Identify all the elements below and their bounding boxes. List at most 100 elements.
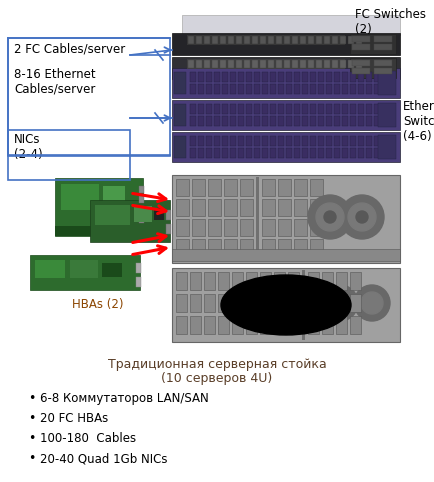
Bar: [172, 175, 400, 263]
Bar: [214, 84, 220, 94]
Bar: [208, 239, 221, 256]
Text: 8-16 Ethernet
Cables/server: 8-16 Ethernet Cables/server: [14, 68, 95, 96]
Bar: [218, 316, 229, 334]
Bar: [236, 36, 242, 44]
Bar: [222, 72, 228, 82]
Bar: [366, 104, 372, 114]
Text: •: •: [28, 452, 36, 465]
Bar: [366, 148, 372, 158]
Bar: [222, 148, 228, 158]
Bar: [30, 255, 140, 290]
Bar: [278, 179, 291, 196]
Bar: [278, 84, 284, 94]
Circle shape: [348, 203, 376, 231]
Bar: [274, 294, 285, 312]
Bar: [206, 72, 212, 82]
Bar: [136, 263, 141, 273]
Bar: [254, 116, 260, 126]
Bar: [262, 136, 268, 146]
Bar: [350, 58, 396, 78]
Bar: [326, 116, 332, 126]
Bar: [262, 199, 275, 216]
Bar: [322, 294, 333, 312]
Bar: [352, 44, 370, 50]
Bar: [176, 179, 189, 196]
Bar: [286, 116, 292, 126]
Bar: [254, 72, 260, 82]
Bar: [246, 72, 252, 82]
Bar: [334, 104, 340, 114]
Bar: [8, 38, 170, 156]
Bar: [326, 104, 332, 114]
Bar: [366, 116, 372, 126]
Bar: [326, 148, 332, 158]
Bar: [260, 36, 266, 44]
Bar: [262, 72, 268, 82]
Circle shape: [329, 292, 351, 314]
Bar: [286, 72, 292, 82]
Bar: [262, 219, 275, 236]
Bar: [103, 208, 125, 220]
Bar: [70, 260, 98, 278]
Bar: [350, 104, 356, 114]
Circle shape: [322, 285, 358, 321]
Bar: [308, 60, 314, 68]
Bar: [103, 186, 125, 206]
Bar: [270, 84, 276, 94]
Bar: [334, 84, 340, 94]
Text: •: •: [28, 392, 36, 405]
Bar: [336, 316, 347, 334]
Bar: [308, 36, 314, 44]
Bar: [176, 199, 189, 216]
Bar: [350, 34, 396, 54]
Bar: [318, 72, 324, 82]
Bar: [238, 148, 244, 158]
Bar: [310, 136, 316, 146]
Bar: [378, 103, 396, 127]
Bar: [190, 116, 196, 126]
Circle shape: [361, 292, 383, 314]
Bar: [61, 184, 99, 210]
Bar: [342, 116, 348, 126]
Bar: [232, 272, 243, 290]
Bar: [300, 60, 306, 68]
Bar: [308, 294, 319, 312]
Bar: [212, 60, 218, 68]
Bar: [176, 316, 187, 334]
Bar: [240, 199, 253, 216]
Bar: [222, 104, 228, 114]
Bar: [340, 36, 346, 44]
Bar: [334, 148, 340, 158]
Bar: [318, 148, 324, 158]
Bar: [342, 84, 348, 94]
Bar: [286, 148, 292, 158]
Bar: [254, 136, 260, 146]
Bar: [252, 36, 258, 44]
Bar: [374, 104, 380, 114]
Bar: [350, 272, 361, 290]
Bar: [326, 84, 332, 94]
Bar: [292, 60, 298, 68]
Bar: [310, 239, 323, 256]
Bar: [294, 199, 307, 216]
Bar: [302, 270, 305, 340]
Bar: [206, 136, 212, 146]
Bar: [378, 71, 396, 95]
Bar: [342, 148, 348, 158]
Bar: [246, 84, 252, 94]
Bar: [366, 84, 372, 94]
Bar: [190, 272, 201, 290]
Bar: [286, 104, 292, 114]
Bar: [294, 179, 307, 196]
Text: 20 FC HBAs: 20 FC HBAs: [40, 412, 108, 425]
Bar: [246, 136, 252, 146]
Bar: [322, 316, 333, 334]
Bar: [270, 72, 276, 82]
Bar: [224, 239, 237, 256]
Bar: [366, 136, 372, 146]
Circle shape: [340, 195, 384, 239]
Bar: [95, 205, 130, 225]
Bar: [310, 148, 316, 158]
Bar: [102, 263, 122, 277]
Bar: [174, 136, 186, 158]
